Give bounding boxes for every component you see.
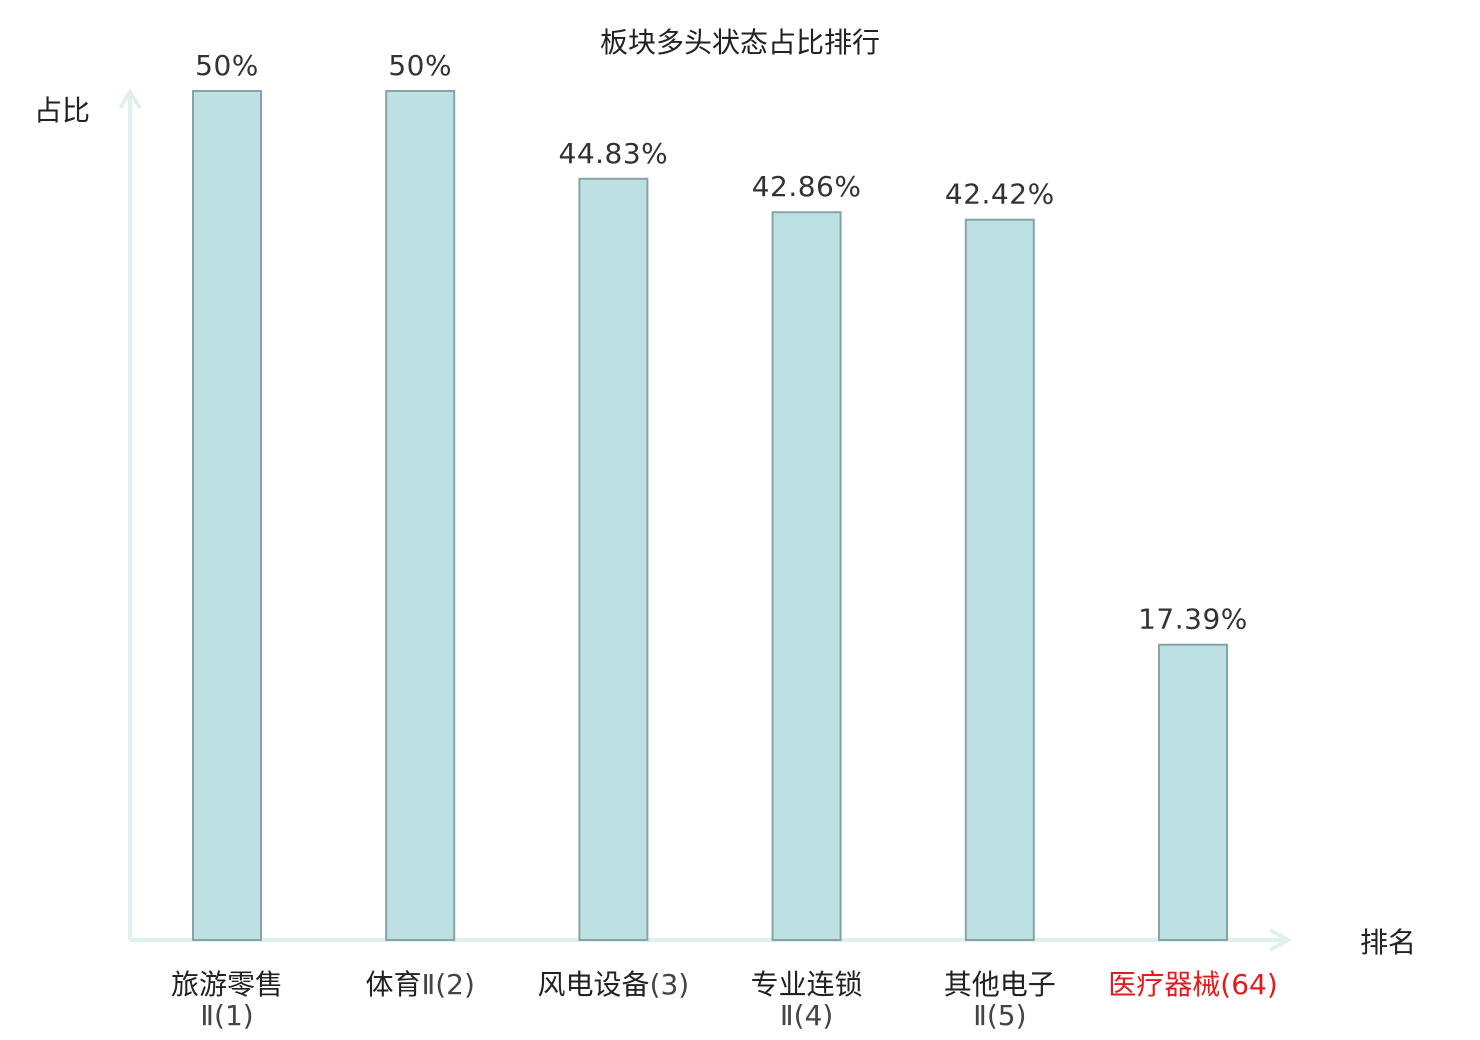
category-label-2: 风电设备(3) <box>538 968 690 1001</box>
category-rank: Ⅱ(1) <box>200 999 253 1032</box>
category-rank: Ⅱ(5) <box>973 999 1026 1032</box>
bar-0 <box>192 90 262 941</box>
category-label-4: 其他电子 Ⅱ(5) <box>944 968 1056 1032</box>
value-label-2: 44.83% <box>559 137 669 170</box>
category-rank: (3) <box>650 968 690 1001</box>
value-label-4: 42.42% <box>945 178 1055 211</box>
x-axis-label: 排名 <box>1360 926 1416 959</box>
bar-3 <box>771 211 842 942</box>
bar-4 <box>964 218 1035 942</box>
category-name: 其他电子 <box>944 968 1056 1001</box>
bar-2 <box>578 177 649 941</box>
y-axis-label: 占比 <box>34 94 90 127</box>
chart-title: 板块多头状态占比排行 <box>600 26 880 59</box>
category-name: 体育 <box>365 968 421 1001</box>
value-label-5: 17.39% <box>1138 603 1248 636</box>
bar-5 <box>1158 643 1228 941</box>
axes <box>118 88 1293 952</box>
category-label-5: 医疗器械(64) <box>1108 968 1278 1001</box>
category-label-3: 专业连锁 Ⅱ(4) <box>751 968 863 1032</box>
category-label-0: 旅游零售 Ⅱ(1) <box>171 968 283 1032</box>
category-name: 旅游零售 <box>171 968 283 1001</box>
category-name: 专业连锁 <box>751 968 863 1001</box>
bars-group <box>192 90 1228 942</box>
x-axis-arrow-icon <box>1269 928 1293 952</box>
category-rank: (64) <box>1220 968 1277 1001</box>
category-labels-group: 旅游零售 Ⅱ(1) 体育Ⅱ(2) 风电设备(3) 专业连锁 Ⅱ(4) 其他电子 Ⅱ(5) 医疗器… <box>171 968 1278 1032</box>
value-label-3: 42.86% <box>752 170 862 203</box>
value-label-0: 50% <box>195 49 259 82</box>
y-axis-arrow-icon <box>118 88 142 110</box>
bar-1 <box>385 90 456 941</box>
category-rank: Ⅱ(2) <box>421 968 474 1001</box>
category-name: 医疗器械 <box>1108 968 1220 1001</box>
category-label-1: 体育Ⅱ(2) <box>365 968 474 1001</box>
category-rank: Ⅱ(4) <box>780 999 833 1032</box>
category-name: 风电设备 <box>538 968 650 1001</box>
value-labels-group: 50% 50% 44.83% 42.86% 42.42% 17.39% <box>195 49 1248 636</box>
value-label-1: 50% <box>388 49 452 82</box>
